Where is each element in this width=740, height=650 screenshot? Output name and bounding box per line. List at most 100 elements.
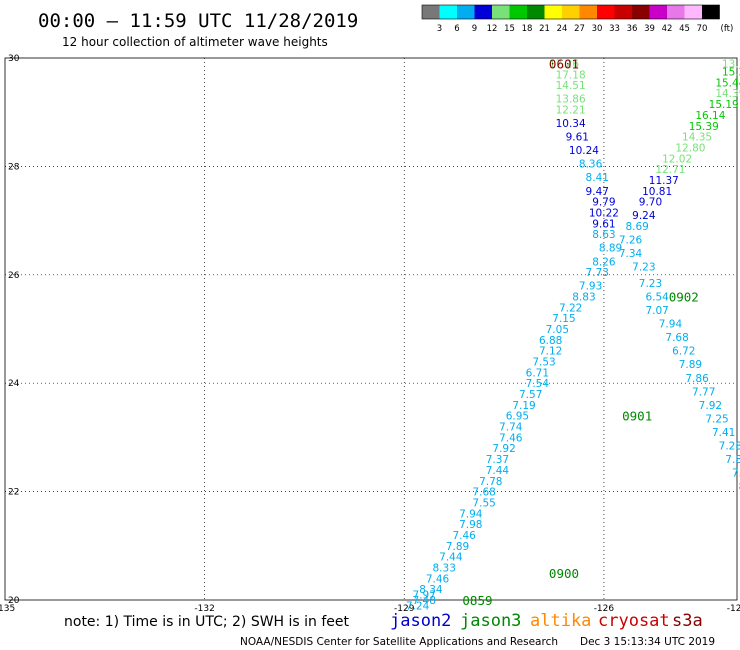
wave-height-label-jason3: 7.46	[426, 573, 450, 585]
wave-height-label-cryosat: 14.35	[682, 132, 712, 144]
wave-height-label-jason3: 9.61	[566, 132, 589, 144]
wave-height-label-cryosat: 7.89	[679, 359, 702, 371]
y-tick-label: 20	[8, 596, 20, 606]
credit-text: NOAA/NESDIS Center for Satellite Applica…	[240, 636, 558, 648]
wave-height-label-jason3: 7.93	[579, 281, 602, 293]
wave-height-label-cryosat: 7.28	[719, 441, 740, 453]
wave-height-label-jason3: 8.26	[592, 256, 616, 268]
colorbar-tick-label: 3	[437, 24, 442, 34]
wave-height-label-jason3: 7.89	[446, 541, 469, 553]
wave-height-label-jason3: 7.44	[439, 552, 463, 564]
colorbar-tick-label: 42	[662, 24, 673, 34]
colorbar-tick-label: 30	[592, 24, 603, 34]
wave-height-label-cryosat: 14.39	[715, 88, 740, 100]
generated-timestamp: Dec 3 15:13:34 UTC 2019	[580, 636, 715, 648]
wave-height-label-jason3: 7.48	[413, 595, 436, 607]
color-legend: 3 6 9 12 15 18 21 24 27 30 33 36 39 42 45 70 (ft)	[421, 4, 733, 34]
wave-height-label-jason3: 7.97	[413, 590, 436, 602]
wave-height-label-jason3: 7.54	[526, 378, 550, 390]
pass-time-label: 0601	[549, 56, 579, 71]
colorbar-tick-label: 45	[679, 24, 690, 34]
satellite-legend-jason2: jason2	[390, 611, 451, 631]
x-tick-label: -135	[0, 604, 15, 614]
chart-title: 00:00 – 11:59 UTC 11/28/2019	[38, 10, 358, 32]
wave-height-label-jason3: 17.18	[556, 69, 586, 81]
wave-height-label-cryosat: 13.79	[722, 58, 740, 70]
pass-time-label: 0900	[549, 566, 579, 581]
colorbar-swatch	[422, 5, 440, 19]
wave-height-label-jason3: 8.41	[586, 172, 609, 184]
pass-time-label: 0902	[669, 289, 699, 304]
wave-height-label-cryosat: 8.69	[625, 221, 648, 233]
wave-height-label-cryosat: 15.19	[709, 99, 739, 111]
wave-height-label-cryosat: 7.68	[665, 332, 688, 344]
wave-height-label-jason3: 8.36	[579, 159, 603, 171]
colorbar-swatch	[579, 5, 597, 19]
satellite-legend-cryosat: cryosat	[598, 611, 670, 631]
x-tick-label: -124	[727, 604, 740, 614]
colorbar-tick-label: 6	[454, 24, 459, 34]
wave-height-label-cryosat: 9.70	[639, 197, 662, 209]
wave-height-label-cryosat: 15.39	[689, 121, 719, 133]
wave-height-label-cryosat: 7.23	[632, 262, 655, 274]
y-tick-label: 22	[8, 488, 19, 498]
wave-height-label-cryosat: 7.86	[685, 373, 709, 385]
wave-height-label-jason3: 8.63	[592, 229, 615, 241]
plot-area: -135-132-129-126-123-124202224262830 17.…	[0, 54, 740, 614]
colorbar-tick-label: 39	[644, 24, 655, 34]
wave-height-label-cryosat: 7.34	[619, 248, 643, 260]
wave-height-label-jason3: 17.26	[549, 58, 579, 70]
colorbar-swatch	[632, 5, 650, 19]
colorbar-swatch	[492, 5, 510, 19]
data-points: 17.2617.1814.5113.8612.2110.349.6110.248…	[406, 58, 740, 612]
wave-height-label-cryosat: 7.77	[692, 386, 715, 398]
wave-height-label-cryosat: 11.37	[649, 175, 679, 187]
wave-height-label-cryosat: 15.44	[715, 77, 740, 89]
wave-height-label-jason3: 10.22	[589, 207, 619, 219]
axis-ticks: -135-132-129-126-123-124202224262830	[0, 54, 740, 614]
x-tick-label: -126	[594, 604, 615, 614]
colorbar-swatch	[439, 5, 457, 19]
colorbar-tick-label: 9	[472, 24, 477, 34]
footnote: note: 1) Time is in UTC; 2) SWH is in fe…	[64, 614, 350, 630]
colorbar-swatch	[597, 5, 615, 19]
y-tick-label: 30	[8, 54, 20, 64]
wave-height-label-cryosat: 7.25	[705, 413, 728, 425]
satellite-legend-s3a: s3a	[672, 611, 703, 631]
chart-subtitle: 12 hour collection of altimeter wave hei…	[62, 35, 328, 49]
colorbar-tick-label: 70	[697, 24, 708, 34]
satellite-legend-altika: altika	[530, 611, 591, 631]
colorbar-tick-label: 33	[609, 24, 620, 34]
y-tick-label: 26	[8, 271, 20, 281]
wave-height-label-jason3: 9.61	[592, 218, 615, 230]
wave-height-label-cryosat: 7.93	[732, 468, 740, 480]
wave-height-label-jason3: 7.98	[459, 519, 482, 531]
wave-height-label-cryosat: 7.26	[619, 235, 643, 247]
colorbar-tick-label: 24	[557, 24, 568, 34]
colorbar-tick-label: 27	[574, 24, 585, 34]
wave-height-label-cryosat: 7.07	[645, 305, 668, 317]
colorbar-swatch	[562, 5, 580, 19]
wave-height-label-cryosat: 6.72	[672, 346, 695, 358]
wave-height-label-jason3: 7.53	[532, 357, 555, 369]
wave-height-label-jason3: 8.33	[433, 562, 456, 574]
wave-height-label-jason3: 7.55	[472, 497, 495, 509]
satellite-legend: jason2 jason3 altika cryosat s3a	[390, 611, 703, 631]
colorbar-swatch	[684, 5, 702, 19]
wave-height-label-jason3: 7.46	[452, 530, 476, 542]
colorbar-swatch	[457, 5, 475, 19]
colorbar-swatch	[667, 5, 685, 19]
wave-height-label-jason3: 14.51	[556, 80, 586, 92]
colorbar-tick-label: 18	[522, 24, 533, 34]
wave-height-label-jason3: 10.34	[556, 118, 586, 130]
pass-time-label: 0901	[622, 409, 652, 424]
wave-height-label-cryosat: 9.24	[632, 210, 656, 222]
plot-frame	[4, 57, 738, 601]
colorbar-tick-label: 12	[487, 24, 498, 34]
colorbar-tick-label: 15	[504, 24, 515, 34]
pass-time-labels: 060109030600090209010559090008590558	[462, 56, 699, 608]
wave-height-label-cryosat: 7.94	[659, 319, 683, 331]
gridlines	[5, 58, 737, 600]
colorbar-tick-label: 36	[627, 24, 638, 34]
